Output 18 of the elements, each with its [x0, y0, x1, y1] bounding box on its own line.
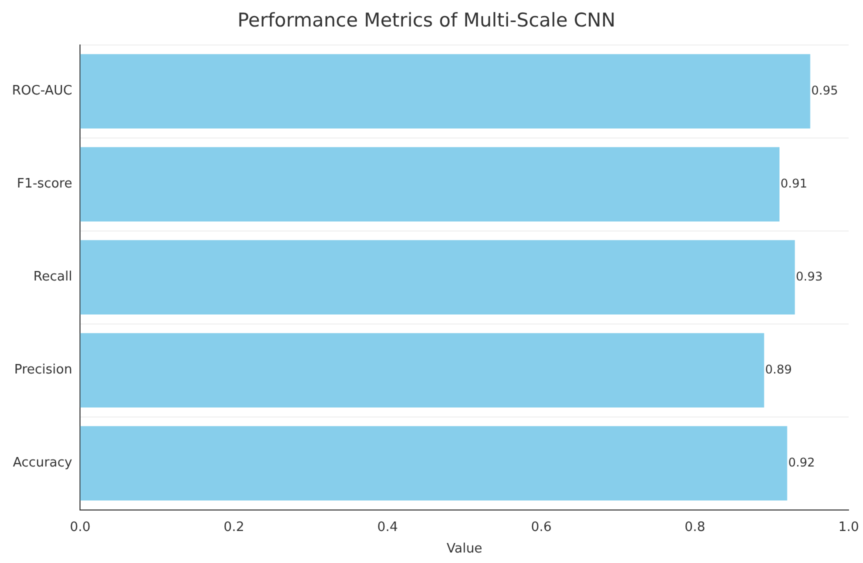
- y-tick-label: ROC-AUC: [12, 84, 72, 99]
- x-tick-label: 0.2: [224, 520, 244, 535]
- x-tick-label: 1.0: [838, 520, 860, 535]
- x-tick-label: 0.8: [684, 520, 706, 535]
- data-label: 0.95: [811, 83, 838, 98]
- x-tick-label: 0.0: [70, 520, 91, 535]
- y-tick-label: Accuracy: [12, 456, 73, 471]
- data-label: 0.93: [796, 269, 823, 284]
- x-tick-label: 0.6: [530, 520, 552, 535]
- data-label: 0.91: [780, 176, 808, 190]
- x-tick-label: 0.4: [377, 520, 398, 535]
- x-axis-title: Value: [446, 542, 482, 557]
- y-tick-label: Recall: [33, 270, 72, 285]
- y-tick-label: Precision: [14, 362, 72, 378]
- data-label: 0.89: [765, 362, 792, 376]
- chart-title: Performance Metrics of Multi-Scale CNN: [238, 9, 616, 32]
- data-label: 0.92: [788, 455, 815, 470]
- y-tick-label: F1-score: [16, 176, 72, 192]
